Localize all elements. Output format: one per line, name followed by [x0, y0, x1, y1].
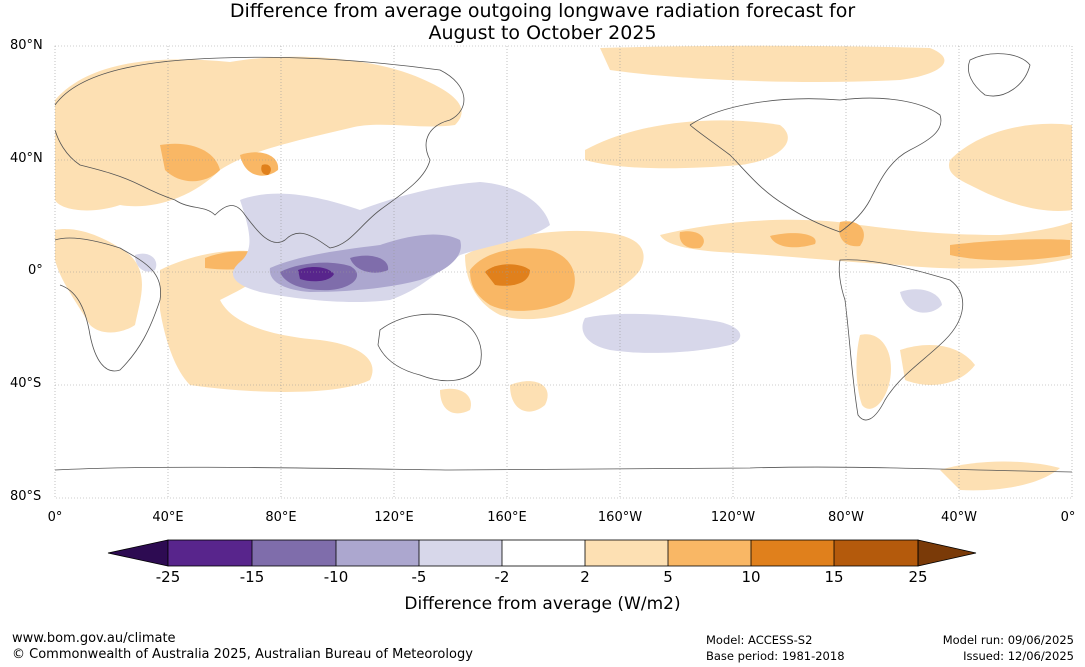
anomaly-region [582, 313, 741, 353]
anomaly-region [135, 253, 157, 272]
issued-date: Issued: 12/06/2025 [963, 649, 1074, 663]
lon-label: 40°E [152, 510, 184, 525]
colorbar-segment [751, 540, 834, 566]
lon-label: 80°E [265, 510, 297, 525]
anomaly-region [298, 266, 334, 282]
lon-label: 120°W [710, 510, 756, 525]
title-line-1: Difference from average outgoing longwav… [229, 0, 856, 22]
anomaly-region [350, 255, 389, 273]
colorbar [107, 539, 977, 567]
lat-label: 40°S [10, 376, 42, 391]
colorbar-tick-label: 15 [824, 568, 844, 586]
anomaly-region [856, 334, 891, 409]
anomaly-region [585, 120, 788, 169]
colorbar-tick-label: -5 [411, 568, 427, 586]
anomaly-region [940, 461, 1060, 491]
colorbar-arrow-high [917, 539, 977, 567]
colorbar-tick-label: -2 [494, 568, 510, 586]
base-period: Base period: 1981-2018 [706, 649, 845, 663]
positive-anomaly-regions [55, 45, 1072, 491]
anomaly-region [55, 229, 142, 333]
coastline-australia [377, 313, 482, 382]
lon-label: 120°E [374, 510, 414, 525]
lon-label: 160°E [487, 510, 527, 525]
colorbar-segment [502, 540, 585, 566]
coastline-north-america [689, 97, 942, 233]
anomaly-region [510, 381, 548, 412]
colorbar-tick-label: 5 [663, 568, 673, 586]
anomaly-region [261, 164, 271, 175]
anomaly-region [770, 233, 816, 248]
anomaly-region [839, 221, 864, 247]
model-name: Model: ACCESS-S2 [706, 633, 813, 647]
colorbar-segment [585, 540, 668, 566]
colorbar-tick-label: 2 [580, 568, 590, 586]
anomaly-region [900, 289, 942, 313]
anomaly-region [160, 250, 373, 392]
anomaly-region [440, 388, 471, 414]
colorbar-segment [252, 540, 336, 566]
lon-label: 0° [1060, 510, 1076, 525]
colorbar-segment [834, 540, 918, 566]
anomaly-region [55, 56, 462, 211]
lon-label: 40°W [941, 510, 977, 525]
colorbar-tick-label: -25 [155, 568, 181, 586]
colorbar-segment [668, 540, 751, 566]
lat-label: 40°N [10, 151, 43, 166]
coastline-eurasia [54, 56, 465, 249]
anomaly-region [485, 264, 530, 286]
map-title: Difference from average outgoing longwav… [0, 0, 1085, 44]
negative-anomaly-regions [135, 182, 942, 353]
lat-label: 0° [28, 263, 43, 278]
model-run-date: Model run: 09/06/2025 [942, 633, 1074, 647]
colorbar-segment [419, 540, 502, 566]
graticule [54, 45, 1073, 499]
colorbar-arrow-low [107, 539, 169, 567]
website-link[interactable]: www.bom.gov.au/climate [12, 631, 176, 646]
anomaly-region [950, 239, 1070, 261]
coastline-south-america [838, 259, 964, 421]
lat-label: 80°N [10, 38, 43, 53]
colorbar-segment [168, 540, 252, 566]
colorbar-tick-label: 10 [741, 568, 761, 586]
anomaly-region [600, 45, 945, 82]
anomaly-region [679, 231, 704, 249]
anomaly-region [900, 345, 975, 385]
copyright-text: © Commonwealth of Australia 2025, Austra… [12, 647, 473, 662]
anomaly-region [949, 123, 1072, 211]
lat-label: 80°S [10, 489, 42, 504]
colorbar-segment [336, 540, 419, 566]
title-line-2: August to October 2025 [428, 22, 657, 44]
anomaly-region [160, 143, 220, 182]
lon-label: 0° [47, 510, 63, 525]
coastline-antarctica [54, 466, 1073, 473]
coastline-africa [54, 237, 162, 372]
colorbar-title: Difference from average (W/m2) [404, 594, 681, 614]
coastline-greenland [968, 53, 1031, 97]
colorbar-tick-label: -15 [239, 568, 265, 586]
colorbar-tick-label: 25 [908, 568, 928, 586]
anomaly-region [240, 152, 279, 176]
colorbar-tick-label: -10 [323, 568, 349, 586]
lon-label: 160°W [597, 510, 643, 525]
coastlines [54, 53, 1073, 473]
lon-label: 80°W [828, 510, 864, 525]
